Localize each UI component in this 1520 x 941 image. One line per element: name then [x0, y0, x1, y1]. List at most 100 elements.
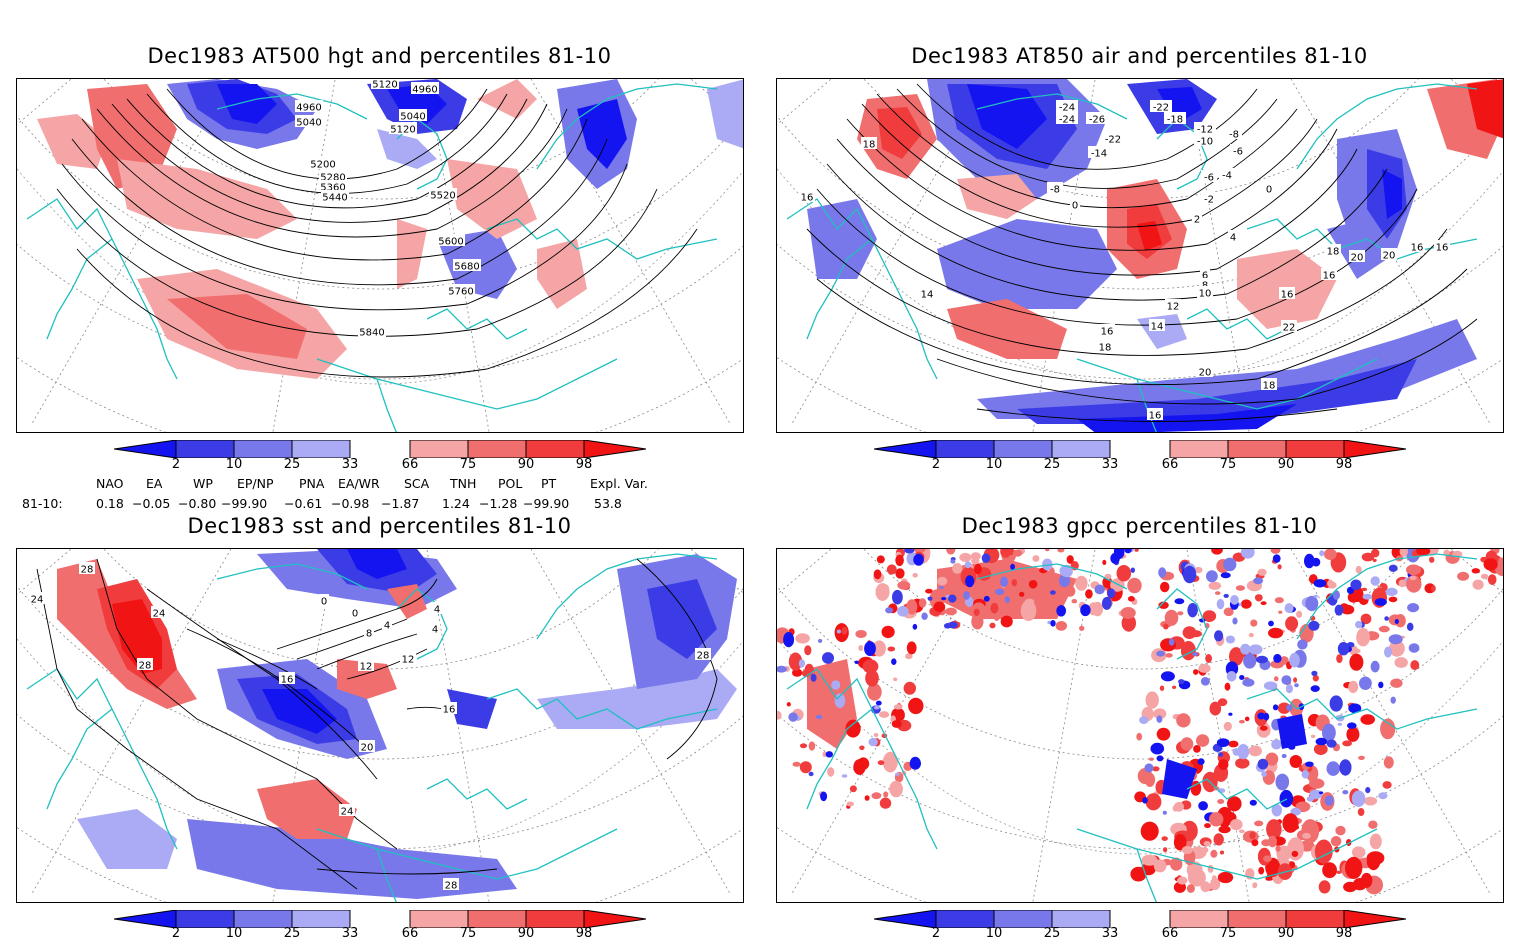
precip-cell [885, 607, 894, 614]
contour-label: 4960 [412, 85, 437, 96]
contour-line [861, 103, 1318, 228]
map-gpcc [776, 548, 1504, 903]
precip-cell [864, 641, 876, 657]
precip-cell [1059, 565, 1072, 577]
coastline [1136, 848, 1157, 902]
precip-cell [1156, 715, 1163, 723]
precip-cell [1314, 839, 1333, 864]
precip-cell [1088, 602, 1101, 616]
precip-cell [1272, 554, 1281, 563]
precip-cell [891, 658, 897, 665]
colorbar-label: 25 [1043, 457, 1061, 472]
coastlines [26, 83, 718, 432]
precip-cell [1263, 681, 1278, 690]
precip-cell [1322, 723, 1336, 742]
coastline [426, 308, 528, 340]
precip-cell [1042, 558, 1053, 571]
contour-label: 4960 [296, 103, 321, 114]
precip-cell [862, 659, 879, 674]
precip-cell [1359, 676, 1372, 690]
precip-cell [1289, 652, 1300, 668]
precip-cell [1301, 769, 1309, 779]
percentile-shading [937, 219, 1117, 309]
contour-label: 20 [1383, 251, 1396, 262]
precip-cell [1186, 861, 1203, 879]
precip-cell [1177, 876, 1188, 885]
contour-label-bg [861, 137, 877, 149]
colorbar-arrow-high [1343, 910, 1406, 928]
precip-cell [1304, 553, 1315, 569]
contour-label: 5280 [320, 173, 345, 184]
precip-cell [906, 599, 918, 615]
precip-cell [1197, 758, 1205, 765]
contour-label: 16 [1101, 327, 1114, 338]
contour-label-bg [453, 259, 481, 271]
contour-label-bg [382, 618, 392, 630]
colorbar-label: 10 [225, 926, 243, 941]
precip-cell [1270, 549, 1281, 554]
precip-cell [1170, 857, 1183, 871]
precip-cell [1271, 739, 1282, 750]
precip-cell [1200, 677, 1210, 686]
precip-cell [1159, 685, 1165, 691]
tele-header: WP [193, 476, 213, 491]
contour-label-bg [1200, 268, 1210, 280]
coastline [1076, 358, 1378, 410]
coastline [486, 688, 718, 730]
precip-cell [1178, 679, 1185, 685]
precip-cell [1308, 620, 1320, 631]
precip-cell [1332, 590, 1340, 600]
precip-cell [889, 780, 903, 798]
precip-cell [1065, 585, 1076, 597]
contour-label-bg [1047, 182, 1063, 194]
colorbar-label: 10 [225, 457, 243, 472]
precip-cell [1164, 609, 1179, 626]
coastline [1246, 688, 1478, 730]
precip-cell [921, 612, 928, 620]
latitude-circle [863, 549, 1419, 670]
precip-cell [808, 741, 816, 751]
contour-line [111, 103, 548, 223]
colorbar-label: 66 [401, 457, 419, 472]
contour-label: -14 [1091, 149, 1107, 160]
precip-cell [1156, 755, 1164, 762]
contour-label: 4 [1230, 233, 1236, 244]
contour-label: -22 [1105, 135, 1121, 146]
precip-cell [1238, 829, 1245, 834]
precip-cell [1310, 780, 1316, 787]
contour-label-bg [151, 606, 167, 618]
contour-label-bg [1325, 244, 1341, 256]
percentile-shading [1137, 221, 1162, 251]
precip-cell [792, 761, 801, 767]
precip-cell [1349, 645, 1358, 656]
precip-cell [836, 629, 841, 634]
precip-cell [965, 575, 975, 588]
precip-cell [1384, 616, 1389, 621]
precip-cell [1237, 744, 1250, 760]
precip-cell [1369, 833, 1382, 850]
precip-cell [1254, 594, 1263, 602]
contour-label: 22 [1283, 323, 1296, 334]
precip-cell [817, 638, 823, 643]
precip-cell [899, 557, 904, 563]
precip-cell [1472, 579, 1484, 590]
precip-cell [1342, 740, 1352, 747]
precip-cell [893, 677, 898, 682]
contour-label-bg [1099, 324, 1115, 336]
precip-cell [1223, 557, 1237, 572]
percentile-shading [1277, 714, 1307, 749]
contour-label-bg [1165, 299, 1181, 311]
precip-cell [1194, 566, 1203, 574]
precip-cell [1071, 599, 1078, 604]
contour-line [276, 578, 438, 650]
precip-cell [1398, 579, 1407, 588]
precip-cell [1339, 759, 1352, 776]
precip-cell [875, 700, 882, 706]
colorbar-label: 90 [517, 457, 535, 472]
contour-label-bg [1261, 378, 1277, 390]
precip-cell [990, 602, 999, 614]
colorbar-box [1051, 440, 1111, 458]
contour-label: 16 [1323, 271, 1336, 282]
precip-cell [1285, 616, 1299, 631]
projection-edge [17, 168, 743, 385]
